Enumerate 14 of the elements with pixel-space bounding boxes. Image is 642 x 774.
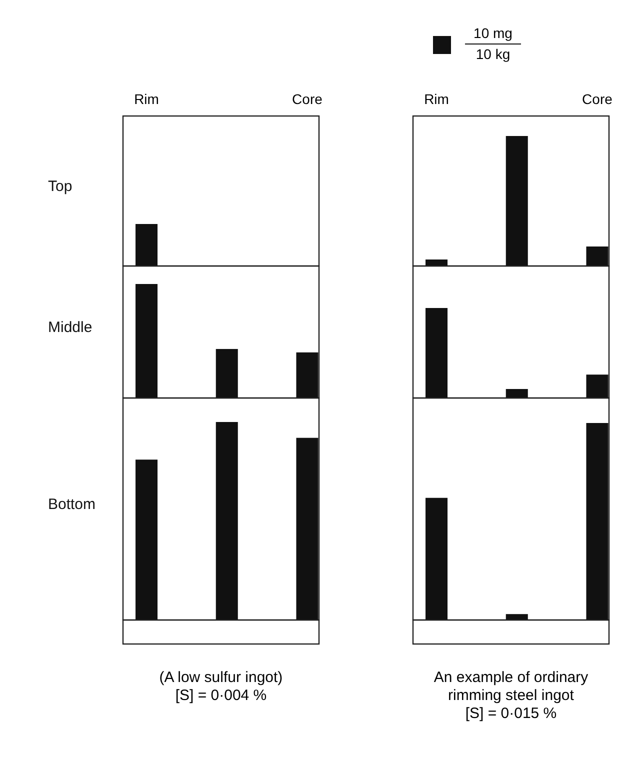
text: [S] = 0·015 % (465, 705, 557, 722)
y-axis-title: Top (48, 178, 72, 195)
x-tick-label: Core (582, 91, 613, 107)
y-axis-title: Middle (48, 319, 92, 336)
text: (A low sulfur ingot) (159, 669, 283, 686)
x-tick-label: Rim (424, 91, 449, 107)
text: rimming steel ingot (448, 687, 575, 704)
x-tick-label: Rim (134, 91, 159, 107)
text: An example of ordinary (434, 669, 589, 686)
x-tick-label: Core (292, 91, 323, 107)
y-axis-title: Bottom (48, 496, 96, 513)
text: [S] = 0·004 % (175, 687, 267, 704)
text: 10 mg (474, 25, 512, 41)
text: 10 kg (476, 46, 510, 62)
